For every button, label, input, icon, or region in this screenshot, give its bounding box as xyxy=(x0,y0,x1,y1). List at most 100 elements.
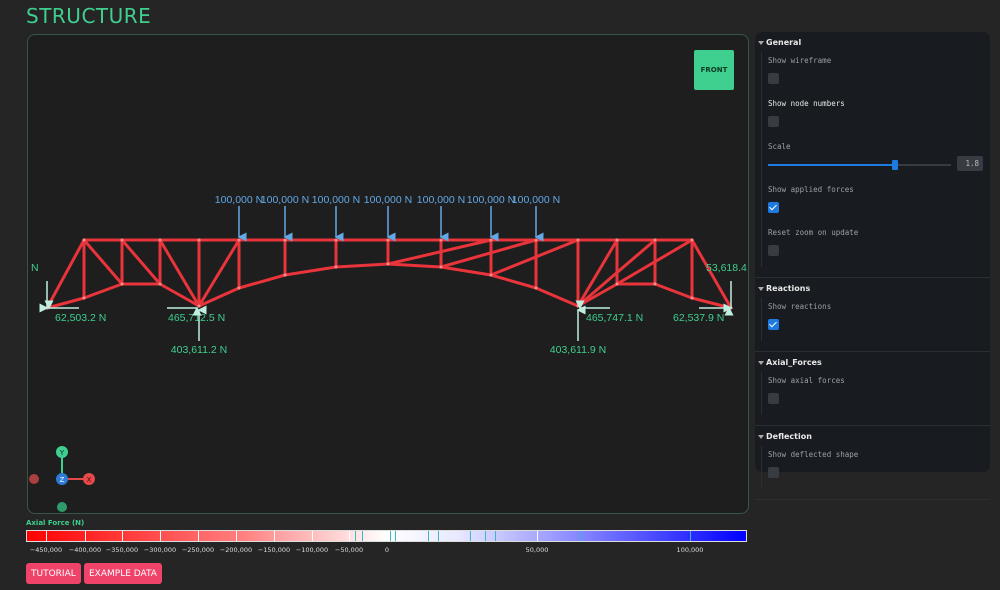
legend-tick-label: −150,000 xyxy=(257,546,291,554)
load-label: 100,000 N xyxy=(261,194,309,206)
example-data-button[interactable]: EXAMPLE DATA xyxy=(84,563,162,584)
color-bar xyxy=(26,530,747,542)
reaction-label: 465,712.5 N xyxy=(168,312,225,324)
number-input[interactable]: 1.8 xyxy=(957,156,983,171)
legend-tick-mark xyxy=(85,531,86,541)
truss xyxy=(45,238,733,310)
member xyxy=(615,238,694,286)
node xyxy=(534,286,538,290)
legend-tick-mark xyxy=(122,531,123,541)
section-title[interactable]: Reactions xyxy=(755,284,990,298)
reaction-label: 53,618.4 N xyxy=(706,262,748,274)
legend-tick-label: −350,000 xyxy=(105,546,139,554)
checkbox[interactable] xyxy=(768,467,779,478)
legend-tick-mark xyxy=(537,531,538,541)
item-label: Show node numbers xyxy=(768,99,845,108)
member xyxy=(576,238,657,308)
member xyxy=(439,238,538,269)
legend-tick-label: 100,000 xyxy=(676,546,704,554)
node xyxy=(158,282,162,286)
member-marker xyxy=(390,531,391,541)
legend-tick-mark xyxy=(198,531,199,541)
legend-tick-label: −100,000 xyxy=(295,546,329,554)
legend-tick-label: −400,000 xyxy=(68,546,102,554)
reaction-label: 62,503.2 N xyxy=(55,312,106,324)
view-button[interactable]: FRONT xyxy=(694,50,734,90)
node xyxy=(158,238,162,242)
node xyxy=(439,238,443,242)
slider-thumb[interactable] xyxy=(892,160,898,170)
checkbox[interactable] xyxy=(768,202,779,213)
member xyxy=(690,238,733,310)
member-marker xyxy=(470,531,471,541)
node xyxy=(386,238,390,242)
node xyxy=(615,238,619,242)
control-panel: General Show wireframe Show node numbers Sc… xyxy=(755,32,990,500)
node xyxy=(489,238,493,242)
member-marker xyxy=(355,531,356,541)
member-marker xyxy=(438,531,439,541)
member-marker xyxy=(690,531,691,541)
member xyxy=(158,238,201,308)
node xyxy=(334,265,338,269)
checkbox[interactable] xyxy=(768,393,779,404)
legend-tick-label: −450,000 xyxy=(29,546,63,554)
member xyxy=(237,273,287,290)
legend-tick-label: 0 xyxy=(384,546,390,554)
item-label: Show axial forces xyxy=(768,376,845,385)
slider-fill xyxy=(768,164,895,166)
node xyxy=(653,282,657,286)
member-marker xyxy=(362,531,363,541)
checkbox[interactable] xyxy=(768,116,779,127)
item-label: Scale xyxy=(768,142,791,151)
reaction-label: 403,611.2 N xyxy=(171,344,227,356)
page-title: STRUCTURE xyxy=(26,4,152,28)
panel-section: Deflection Show deflected shape xyxy=(755,426,990,500)
axis-label: X xyxy=(87,476,92,484)
panel-section: Reactions Show reactions xyxy=(755,278,990,352)
legend-tick-mark xyxy=(349,531,350,541)
panel-item: Show wireframe xyxy=(761,52,990,95)
legend-tick-mark xyxy=(46,531,47,541)
panel-section: General Show wireframe Show node numbers Sc… xyxy=(755,32,990,278)
slider[interactable] xyxy=(768,160,951,170)
panel-item: Reset zoom on update xyxy=(761,224,990,267)
node xyxy=(237,238,241,242)
panel-item: Show deflected shape xyxy=(761,446,990,489)
member xyxy=(386,262,443,269)
reaction-label: 465,747.1 N xyxy=(586,312,643,324)
legend-tick-mark xyxy=(274,531,275,541)
section-title[interactable]: Deflection xyxy=(755,432,990,446)
panel-section: Axial_Forces Show axial forces xyxy=(755,352,990,426)
panel-item: Show applied forces xyxy=(761,181,990,224)
member-marker xyxy=(428,531,429,541)
reactions: 3,604.7 N 62,503.2 N 465,712.5 N 403,611.2 … xyxy=(28,262,748,356)
member xyxy=(653,282,694,300)
section-title[interactable]: General xyxy=(755,38,990,52)
checkbox[interactable] xyxy=(768,73,779,84)
node xyxy=(82,296,86,300)
checkbox[interactable] xyxy=(768,319,779,330)
axis-label: Z xyxy=(60,476,65,484)
node xyxy=(439,265,443,269)
member xyxy=(45,238,86,310)
node xyxy=(197,304,201,308)
legend-tick-label: −300,000 xyxy=(143,546,177,554)
legend-tick-label: −250,000 xyxy=(181,546,215,554)
legend-tick-label: −50,000 xyxy=(334,546,364,554)
node xyxy=(386,262,390,266)
reaction-label: 403,611.9 N xyxy=(550,344,606,356)
node xyxy=(653,238,657,242)
checkbox[interactable] xyxy=(768,245,779,256)
axis-label: Y xyxy=(59,449,65,457)
member xyxy=(197,238,241,308)
section-title[interactable]: Axial_Forces xyxy=(755,358,990,372)
viewport[interactable]: 100,000 N 100,000 N 100,000 N 100,000 N 100,… xyxy=(27,34,749,514)
panel-item: Show node numbers xyxy=(761,95,990,138)
node xyxy=(283,238,287,242)
tutorial-button[interactable]: TUTORIAL xyxy=(26,563,81,584)
load-label: 100,000 N xyxy=(215,194,263,206)
node xyxy=(120,238,124,242)
